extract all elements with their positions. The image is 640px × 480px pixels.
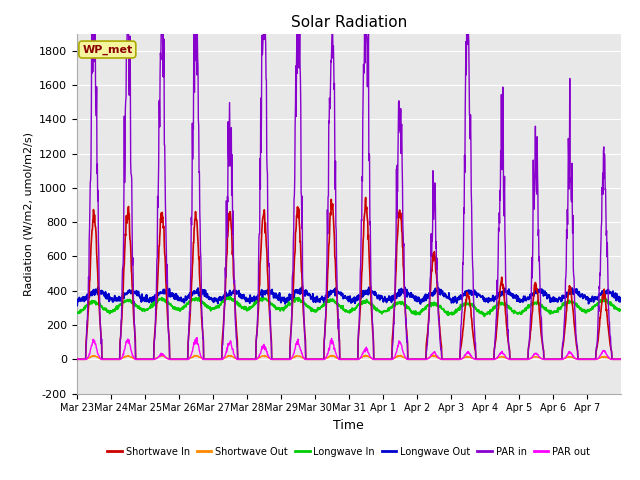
Text: WP_met: WP_met xyxy=(82,44,132,55)
Title: Solar Radiation: Solar Radiation xyxy=(291,15,407,30)
Y-axis label: Radiation (W/m2, umol/m2/s): Radiation (W/m2, umol/m2/s) xyxy=(24,132,33,296)
X-axis label: Time: Time xyxy=(333,419,364,432)
Legend: Shortwave In, Shortwave Out, Longwave In, Longwave Out, PAR in, PAR out: Shortwave In, Shortwave Out, Longwave In… xyxy=(104,443,594,461)
